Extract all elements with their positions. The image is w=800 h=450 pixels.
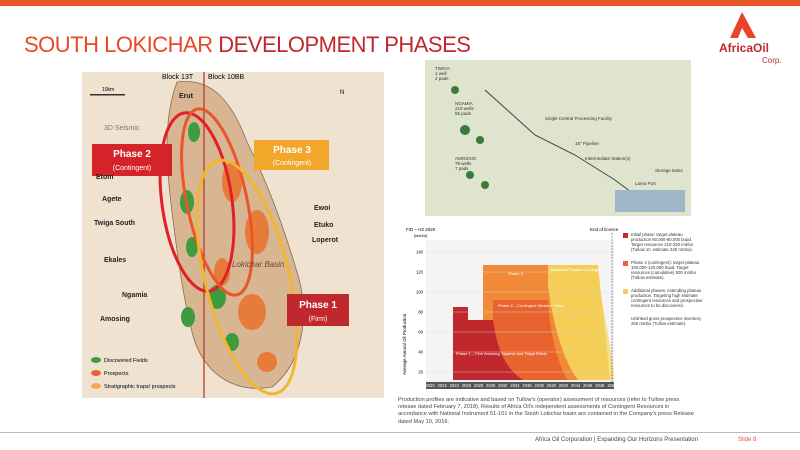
- x-tick-label: 2030: [486, 383, 496, 388]
- diagram-label: 2 pads: [435, 76, 449, 81]
- phase-label: Phase 2: [113, 149, 151, 160]
- basin-label: Lokichar Basin: [232, 260, 285, 269]
- x-tick-label: 2044: [571, 383, 581, 388]
- y-tick-label: 60: [418, 330, 423, 335]
- x-tick-label: 2024: [450, 383, 460, 388]
- title-part: SOUTH LOKICHAR: [24, 32, 213, 57]
- diagram-label: NGAMIA: [455, 101, 473, 106]
- x-tick-label: 2026: [462, 383, 472, 388]
- field-label: Etom: [96, 174, 114, 181]
- area-label: Phase 2 – Contingent Western Fields: [498, 303, 564, 308]
- x-tick-label: 2032: [498, 383, 508, 388]
- area-label: Phase 3: [508, 271, 523, 276]
- y-tick-label: 120: [416, 270, 424, 275]
- legend-swatch: [91, 383, 101, 389]
- production-chart: FID – H2 2020 End of licence (kbbl/d) Av…: [402, 227, 619, 389]
- legend-item: Unlinked gross prospective inventory 200…: [623, 316, 703, 342]
- y-tick-label: 20: [418, 370, 423, 375]
- x-tick-label: 2050: [607, 383, 617, 388]
- legend-swatch: [623, 233, 628, 238]
- map-scale: 10km: [102, 87, 114, 93]
- x-tick-label: 2036: [522, 383, 532, 388]
- legend-swatch: [91, 370, 101, 376]
- legend-item: Additional phases: extending plateau pro…: [623, 288, 703, 314]
- legend-text: Phase 2 (contingent): target plateau 100…: [631, 260, 700, 280]
- x-tick-label: 2020: [425, 383, 435, 388]
- logo-name: AfricaOil: [719, 41, 769, 55]
- top-bar: [0, 0, 800, 6]
- logo-sub: Corp.: [762, 56, 782, 65]
- field-label: Etuko: [314, 222, 333, 229]
- footer-text: Africa Oil Corporation | Expanding Our H…: [535, 437, 698, 443]
- legend-label: Stratigraphic traps/ prospects: [104, 384, 176, 390]
- chart-annotation: FID – H2 2020: [406, 227, 436, 232]
- diagram-label: 1 well: [435, 71, 447, 76]
- field-label: Erut: [179, 93, 194, 100]
- field-label: Agete: [102, 196, 122, 203]
- diagram-label: Lamu Port: [635, 181, 657, 186]
- map-block: Block 10BB: [208, 74, 245, 81]
- footer-rule: [0, 432, 800, 433]
- legend-swatch: [623, 261, 628, 266]
- legend-text: Unlinked gross prospective inventory 200…: [631, 316, 702, 326]
- logo: AfricaOil Corp.: [719, 12, 782, 65]
- map: 10km N Block 13T Block 10BB 3D Seismic P…: [82, 72, 384, 398]
- chart-annotation: End of licence: [590, 227, 619, 232]
- x-tick-label: 2040: [547, 383, 557, 388]
- map-label: 3D Seismic: [104, 125, 140, 132]
- title: SOUTH LOKICHAR DEVELOPMENT PHASES: [24, 32, 471, 58]
- legend-item: Initial phase: target plateau production…: [623, 232, 703, 258]
- legend-swatch: [623, 289, 628, 294]
- x-tick-label: 2038: [535, 383, 545, 388]
- legend-label: Prospects: [104, 371, 129, 377]
- title-part: DEVELOPMENT PHASES: [218, 32, 471, 57]
- field-label: Amosing: [100, 316, 130, 323]
- x-tick-label: 2034: [510, 383, 520, 388]
- phase-label: Phase 3: [273, 145, 311, 156]
- diagram-label: TWIGA: [435, 66, 450, 71]
- map-block: Block 13T: [162, 74, 194, 81]
- area-label: Additional Phases Contingent: [550, 267, 603, 272]
- y-tick-label: 140: [416, 250, 424, 255]
- diagram-label: 79 wells: [455, 161, 472, 166]
- legend-text: Initial phase: target plateau production…: [631, 232, 694, 252]
- map-north: N: [340, 90, 344, 96]
- chart-unit: (kbbl/d): [414, 233, 428, 238]
- field-label: Ngamia: [122, 292, 147, 299]
- phase-status: (Contingent): [273, 160, 312, 167]
- diagram-label: 7 pads: [455, 166, 469, 171]
- phase-status: (Firm): [309, 316, 328, 323]
- y-axis-label: Average Annual Oil Production: [402, 313, 407, 375]
- diagram-label: Storage tanks: [655, 168, 684, 173]
- phase-label: Phase 1: [299, 300, 337, 311]
- y-tick-label: 40: [418, 350, 423, 355]
- footnote: Production profiles are indicative and b…: [398, 397, 694, 425]
- field-label: Twiga South: [94, 220, 135, 227]
- area-label: Phase 1 – Firm Amosing, Ngamia and Twiga…: [456, 351, 547, 356]
- field-label: Ewoi: [314, 205, 330, 212]
- y-tick-label: 100: [416, 290, 424, 295]
- legend-text: Additional phases: extending plateau pro…: [631, 288, 703, 308]
- x-tick-label: 2046: [583, 383, 593, 388]
- field-label: Loperot: [312, 237, 339, 244]
- legend-label: Discovered Fields: [104, 358, 148, 364]
- diagram-label: AMOSING: [455, 156, 477, 161]
- phase-status: (Contingent): [113, 165, 152, 172]
- diagram-label: 55 pads: [455, 111, 472, 116]
- slide-number: Slide 8: [738, 437, 757, 443]
- legend-swatch: [91, 357, 101, 363]
- diagram-label: 16" Pipeline: [575, 141, 599, 146]
- x-tick-label: 2042: [559, 383, 569, 388]
- field-label: Ekales: [104, 257, 126, 264]
- y-tick-label: 80: [418, 310, 423, 315]
- diagram-label: Intermediate Station(s): [585, 156, 631, 161]
- x-tick-label: 2048: [595, 383, 605, 388]
- legend-item: Phase 2 (contingent): target plateau 100…: [623, 260, 703, 286]
- diagram-label: 210 wells: [455, 106, 475, 111]
- diagram-label: Single Central Processing Facility: [545, 116, 613, 121]
- x-tick-label: 2022: [437, 383, 447, 388]
- x-tick-label: 2028: [474, 383, 484, 388]
